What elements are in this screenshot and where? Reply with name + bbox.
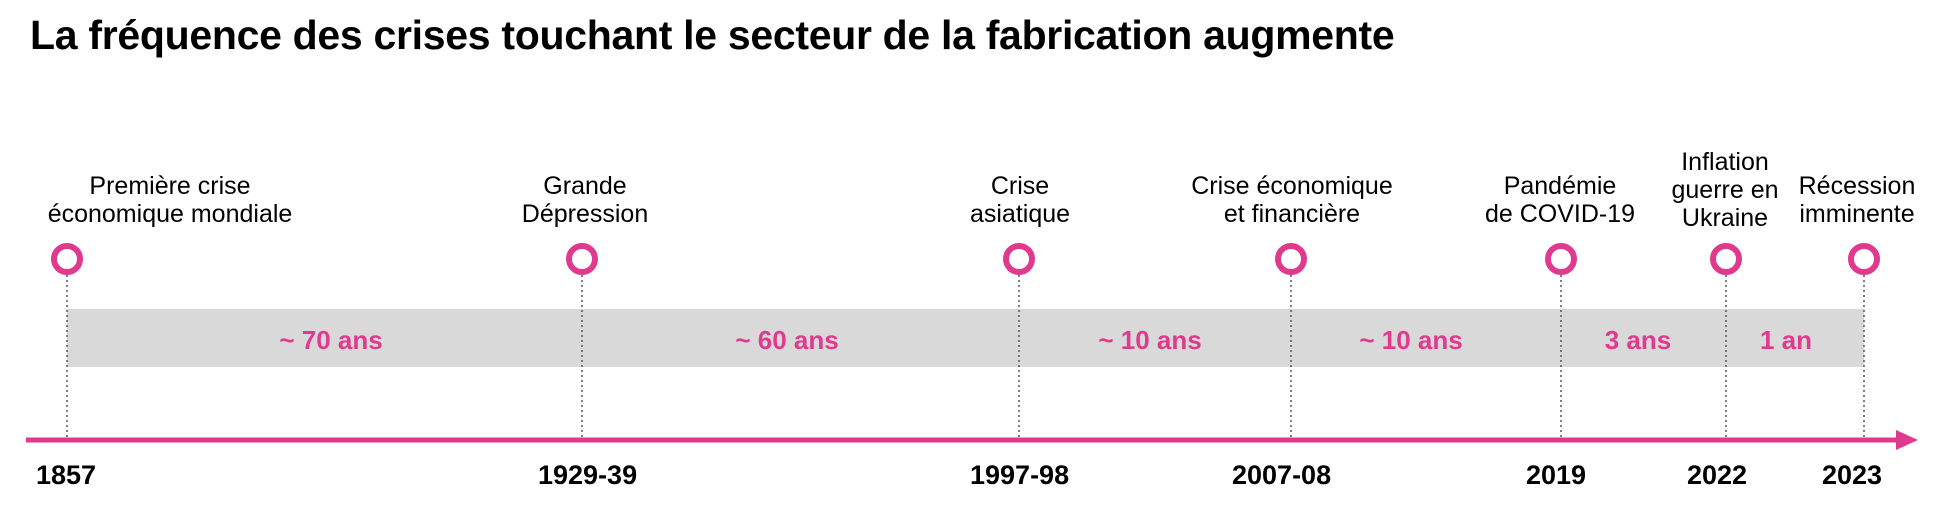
event-label-line: guerre en <box>1671 176 1779 204</box>
year-label: 1857 <box>36 460 97 490</box>
interval-label: ~ 70 ans <box>279 325 383 355</box>
year-label: 2022 <box>1687 460 1748 490</box>
event-marker-1997-98 <box>1003 243 1035 275</box>
event-marker-1929-39 <box>566 243 598 275</box>
interval-label: 1 an <box>1759 325 1813 355</box>
event-label-line: et financière <box>1223 200 1361 228</box>
event-label-2019: Pandémie de COVID-19 <box>1485 172 1635 228</box>
page-title: La fréquence des crises touchant le sect… <box>30 12 1395 58</box>
year-label: 2019 <box>1526 460 1587 490</box>
event-label-line: Grande <box>543 172 627 200</box>
event-label-line: asiatique <box>969 200 1071 228</box>
event-marker-2019 <box>1545 243 1577 275</box>
event-marker-2023 <box>1848 243 1880 275</box>
event-label-2023: Récession imminente <box>1799 172 1916 228</box>
event-label-1997: Crise asiatique <box>970 172 1070 228</box>
interval-band <box>67 309 1864 367</box>
event-label-2007: Crise économique et financière <box>1191 172 1393 228</box>
event-marker-2007-08 <box>1275 243 1307 275</box>
event-marker-1857 <box>51 243 83 275</box>
interval-label: ~ 10 ans <box>1098 325 1202 355</box>
event-label-line: imminente <box>1799 200 1915 228</box>
year-label: 1997-98 <box>970 460 1070 490</box>
event-label-line: Crise <box>990 172 1050 200</box>
event-label-line: de COVID-19 <box>1484 200 1636 228</box>
event-label-line: Pandémie <box>1503 172 1617 200</box>
event-label-line: Inflation <box>1681 148 1769 176</box>
event-label-line: Ukraine <box>1681 204 1769 232</box>
interval-label: ~ 60 ans <box>735 325 839 355</box>
event-guide-lines <box>66 275 1865 438</box>
event-marker-2022 <box>1710 243 1742 275</box>
event-label-1857: Première crise économique mondiale <box>48 172 293 228</box>
event-label-line: Dépression <box>521 200 649 228</box>
year-label: 2023 <box>1822 460 1883 490</box>
event-label-1929: Grande Dépression <box>522 172 648 228</box>
event-label-line: Crise économique <box>1191 172 1393 200</box>
event-label-2022: Inflation guerre en Ukraine <box>1671 148 1778 232</box>
year-label: 1929-39 <box>538 460 638 490</box>
event-markers <box>51 243 1880 275</box>
event-label-line: Récession <box>1798 172 1916 200</box>
year-label: 2007-08 <box>1232 460 1332 490</box>
timeline-arrowhead <box>1896 430 1918 450</box>
interval-label: ~ 10 ans <box>1359 325 1463 355</box>
interval-label: 3 ans <box>1604 325 1672 355</box>
event-label-line: économique mondiale <box>47 200 293 228</box>
event-label-line: Première crise <box>89 172 251 200</box>
